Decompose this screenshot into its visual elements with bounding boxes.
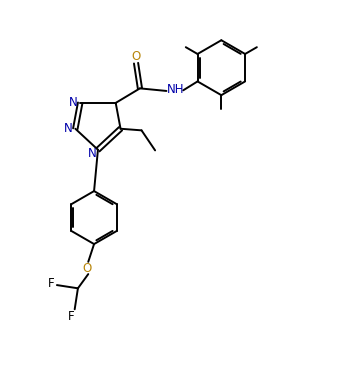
Text: O: O — [82, 262, 91, 276]
Text: N: N — [88, 147, 97, 160]
Text: O: O — [131, 49, 141, 63]
Text: F: F — [68, 310, 75, 323]
Text: N: N — [64, 122, 73, 135]
Text: NH: NH — [166, 83, 184, 96]
Text: N: N — [69, 96, 77, 109]
Text: F: F — [48, 277, 54, 290]
